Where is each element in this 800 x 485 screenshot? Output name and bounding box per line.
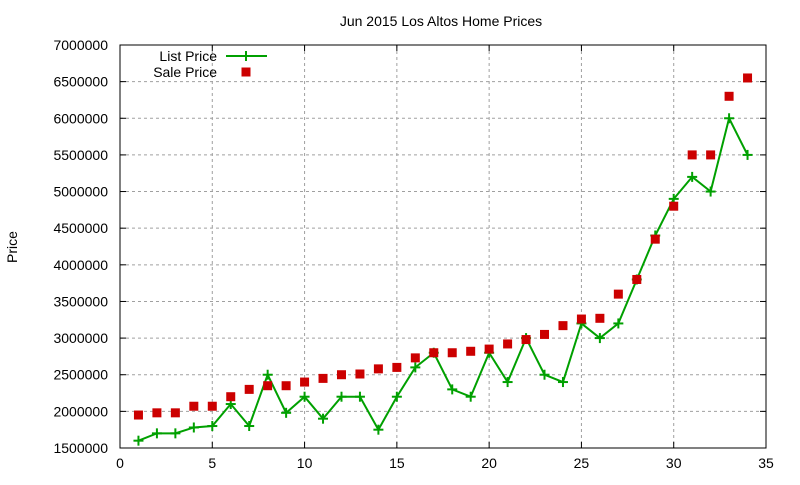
x-tick-label: 20 bbox=[481, 455, 497, 471]
x-tick-label: 25 bbox=[574, 455, 590, 471]
y-tick-label: 6000000 bbox=[53, 110, 108, 126]
x-tick-label: 15 bbox=[389, 455, 405, 471]
data-series bbox=[133, 73, 753, 446]
series-list-price bbox=[133, 113, 753, 446]
y-tick-label: 1500000 bbox=[53, 440, 108, 456]
y-tick-label: 5500000 bbox=[53, 147, 108, 163]
x-tick-label: 10 bbox=[297, 455, 313, 471]
legend-label: List Price bbox=[159, 48, 217, 64]
y-tick-label: 3500000 bbox=[53, 293, 108, 309]
y-tick-label: 3000000 bbox=[53, 330, 108, 346]
y-tick-label: 7000000 bbox=[53, 37, 108, 53]
plot-frame bbox=[119, 44, 767, 449]
axis-ticks: 0 5 10 15 20 25 30 35 1500000 2000000 2500000 30000… bbox=[53, 37, 774, 471]
x-tick-label: 5 bbox=[208, 455, 216, 471]
x-tick-label: 0 bbox=[116, 455, 124, 471]
y-tick-label: 2000000 bbox=[53, 403, 108, 419]
y-axis-label: Price bbox=[4, 231, 20, 263]
x-tick-label: 35 bbox=[758, 455, 774, 471]
x-tick-label: 30 bbox=[666, 455, 682, 471]
y-tick-label: 6500000 bbox=[53, 74, 108, 90]
series-sale-price bbox=[133, 73, 753, 420]
y-tick-label: 4500000 bbox=[53, 220, 108, 236]
chart-title: Jun 2015 Los Altos Home Prices bbox=[340, 13, 542, 29]
y-tick-label: 4000000 bbox=[53, 257, 108, 273]
y-tick-label: 5000000 bbox=[53, 184, 108, 200]
y-tick-label: 2500000 bbox=[53, 367, 108, 383]
legend-label: Sale Price bbox=[153, 64, 217, 80]
grid-lines bbox=[120, 45, 766, 448]
